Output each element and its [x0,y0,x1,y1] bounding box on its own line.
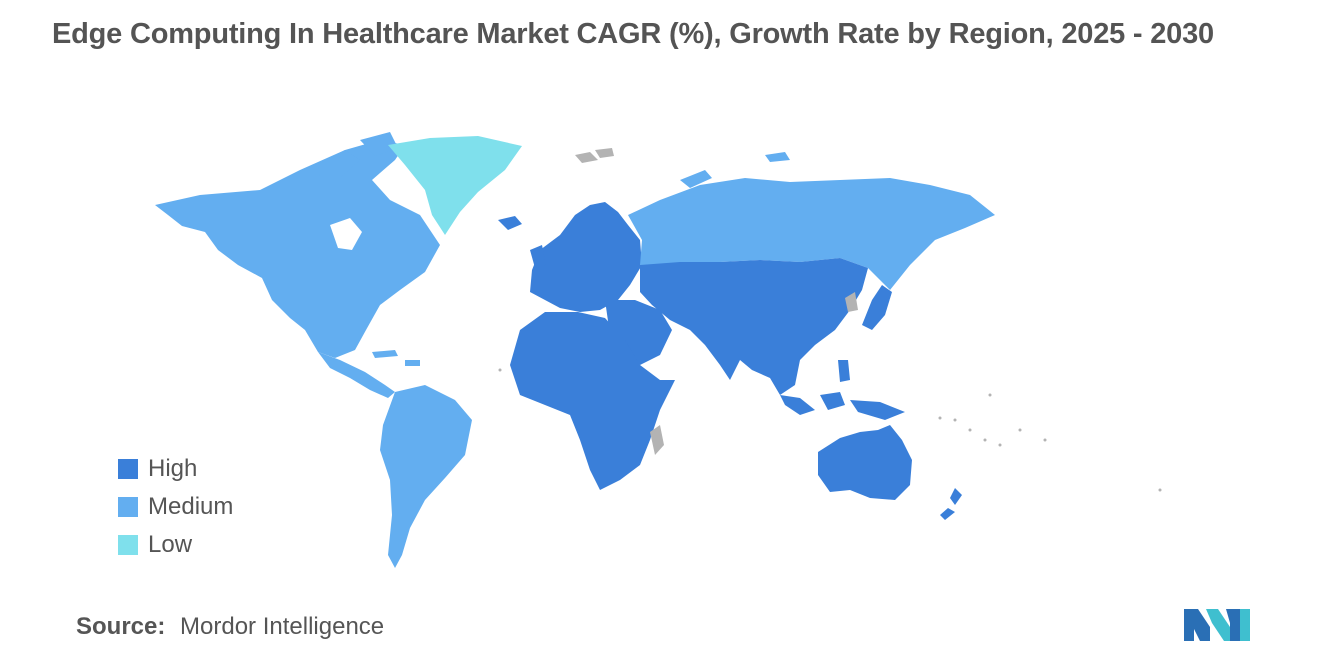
map-legend: High Medium Low [118,450,233,564]
region-australia [818,425,912,500]
region-japan [862,285,892,330]
region-arctic-islands [318,132,398,178]
region-korea [845,292,858,312]
region-svalbard [575,148,614,163]
source-credit: Source: Mordor Intelligence [76,613,384,641]
pacific-islands [498,368,1162,492]
region-africa [510,312,675,490]
region-greenland [388,136,522,235]
region-iceland [498,216,522,230]
region-central-america [318,352,395,398]
legend-swatch-low [118,535,138,555]
region-south-america [380,385,472,568]
legend-item-high: High [118,450,233,488]
hudson-bay [330,218,362,250]
legend-item-medium: Medium [118,488,233,526]
legend-item-low: Low [118,526,233,564]
region-madagascar [650,425,664,455]
region-british-isles [530,245,546,268]
legend-label-high: High [148,455,198,482]
region-russia-islands [680,152,790,188]
region-north-america [155,140,440,358]
region-southeast-asia-islands [780,360,905,420]
region-new-zealand [940,488,962,520]
legend-swatch-high [118,459,138,479]
legend-swatch-medium [118,497,138,517]
region-europe [530,202,642,312]
source-text: Mordor Intelligence [180,613,385,640]
legend-label-low: Low [148,531,193,558]
mordor-intelligence-logo [1184,609,1250,641]
source-label: Source: [76,613,166,640]
legend-label-medium: Medium [148,493,234,520]
region-asia [640,258,868,395]
region-caribbean [372,350,420,366]
chart-title: Edge Computing In Healthcare Market CAGR… [52,18,1214,50]
